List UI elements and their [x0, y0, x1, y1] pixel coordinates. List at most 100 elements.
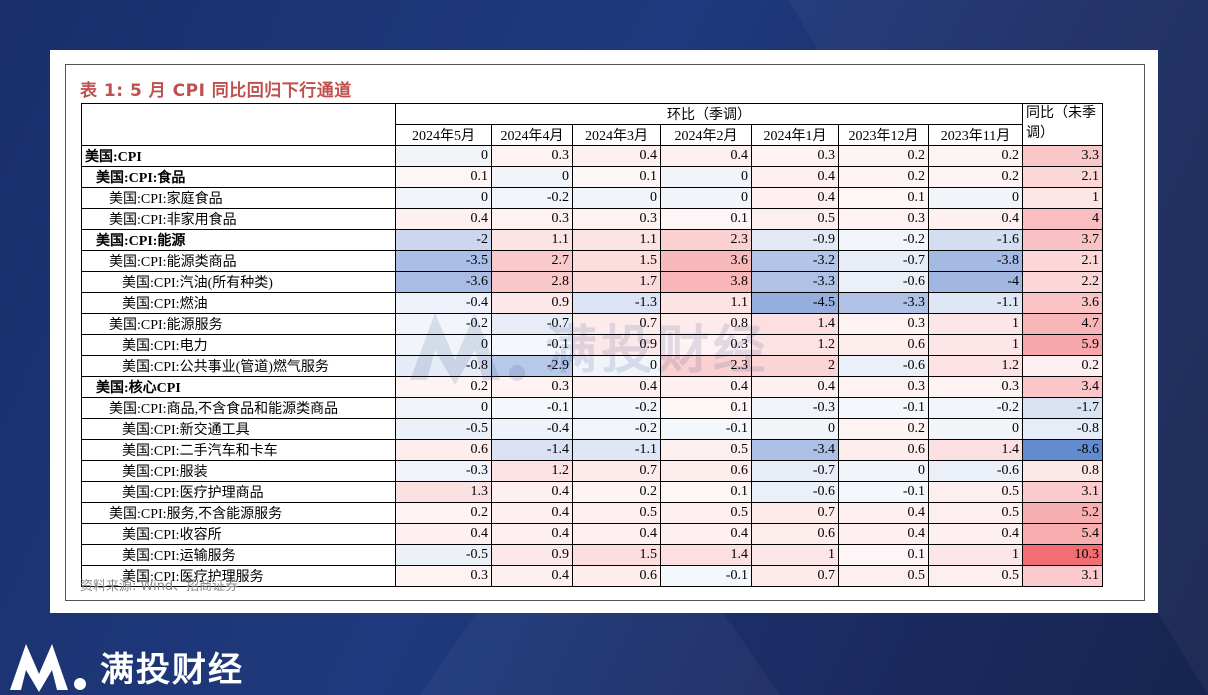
mom-cell: -3.4: [751, 439, 839, 461]
row-label: 美国:CPI:二手汽车和卡车: [81, 439, 396, 461]
mom-cell: 0.9: [491, 544, 573, 566]
mom-cell: 0.4: [838, 523, 929, 545]
mom-cell: -1.1: [928, 292, 1023, 314]
mom-cell: 0.7: [751, 502, 839, 524]
table-row: 美国:CPI 0 0.3 0.4 0.4 0.3 0.2 0.2 3.3: [81, 145, 1103, 167]
row-label: 美国:CPI:燃油: [81, 292, 396, 314]
mom-cell: -3.5: [395, 250, 492, 272]
mom-cell: 0.4: [491, 502, 573, 524]
mom-cell: -0.1: [838, 397, 929, 419]
mom-cell: -0.7: [838, 250, 929, 272]
column-header: 2024年5月: [395, 124, 492, 146]
row-label: 美国:CPI:公共事业(管道)燃气服务: [81, 355, 396, 377]
mom-cell: 3.6: [660, 250, 752, 272]
mom-cell: 0.1: [660, 208, 752, 230]
mom-cell: -0.6: [838, 355, 929, 377]
mom-cell: 0.5: [751, 208, 839, 230]
mom-cell: -3.3: [838, 292, 929, 314]
mom-cell: 0: [395, 334, 492, 356]
yoy-cell: 3.1: [1022, 565, 1103, 587]
mom-cell: -3.8: [928, 250, 1023, 272]
mom-cell: 0.4: [491, 481, 573, 503]
mom-cell: -3.6: [395, 271, 492, 293]
mom-cell: -0.7: [491, 313, 573, 335]
mom-cell: -0.6: [928, 460, 1023, 482]
yoy-cell: 2.1: [1022, 166, 1103, 188]
mom-cell: -0.3: [751, 397, 839, 419]
mom-cell: 0.6: [751, 523, 839, 545]
mom-cell: 1.4: [660, 544, 752, 566]
mom-cell: 0.4: [491, 523, 573, 545]
table-row: 美国:CPI:二手汽车和卡车 0.6 -1.4 -1.1 0.5 -3.4 0.6 1.4 -8…: [81, 439, 1103, 461]
mom-cell: 2.3: [660, 355, 752, 377]
mom-cell: 0.5: [928, 481, 1023, 503]
mom-cell: 1.5: [572, 250, 661, 272]
mom-cell: 0.1: [660, 397, 752, 419]
corner-cell: [81, 103, 396, 146]
mom-cell: -0.1: [491, 334, 573, 356]
row-label: 美国:CPI:能源服务: [81, 313, 396, 335]
row-label: 美国:CPI:服装: [81, 460, 396, 482]
brand-name: 满投财经: [100, 649, 244, 690]
mom-cell: 0.3: [838, 313, 929, 335]
yoy-cell: -8.6: [1022, 439, 1103, 461]
mom-cell: 1.4: [928, 439, 1023, 461]
mom-cell: -2: [395, 229, 492, 251]
yoy-cell: 2.2: [1022, 271, 1103, 293]
row-label: 美国:CPI:电力: [81, 334, 396, 356]
mom-cell: 1: [751, 544, 839, 566]
mom-cell: 0.2: [838, 418, 929, 440]
row-label: 美国:CPI:商品,不含食品和能源类商品: [81, 397, 396, 419]
mom-cell: -4: [928, 271, 1023, 293]
mom-cell: -0.4: [491, 418, 573, 440]
row-label: 美国:CPI:食品: [81, 166, 396, 188]
mom-cell: 0.6: [395, 439, 492, 461]
mom-cell: 0.6: [572, 565, 661, 587]
mom-cell: 0.4: [395, 523, 492, 545]
header-row: 2024年5月 2024年4月 2024年3月 2024年2月 2024年1月 2023年…: [82, 124, 1103, 146]
mom-cell: 0: [660, 166, 752, 188]
mom-cell: 2: [751, 355, 839, 377]
column-header: 2024年4月: [491, 124, 573, 146]
mom-cell: 1.3: [395, 481, 492, 503]
column-header: 2024年3月: [572, 124, 661, 146]
mom-cell: 0.1: [838, 187, 929, 209]
mom-cell: 1.1: [572, 229, 661, 251]
watermark-text: 满投财经: [545, 320, 770, 381]
yoy-cell: 3.1: [1022, 481, 1103, 503]
mom-cell: 0.5: [572, 502, 661, 524]
row-label: 美国:CPI:非家用食品: [81, 208, 396, 230]
table-row: 美国:CPI:医疗护理服务 0.3 0.4 0.6 -0.1 0.7 0.5 0.5 3.1: [81, 565, 1103, 587]
table-row: 美国:CPI:能源服务-0.2-0.70.70.81.40.314.7: [81, 313, 1103, 335]
row-label: 美国:CPI:汽油(所有种类): [81, 271, 396, 293]
yoy-cell: 3.3: [1022, 145, 1103, 167]
row-label: 美国:CPI:医疗护理商品: [81, 481, 396, 503]
row-label: 美国:CPI:能源类商品: [81, 250, 396, 272]
mom-cell: 0.1: [395, 166, 492, 188]
yoy-cell: 10.3: [1022, 544, 1103, 566]
mom-cell: 2.3: [660, 229, 752, 251]
table-row: 美国:CPI:食品 0.1 0 0.1 0 0.4 0.2 0.2 2.1: [81, 166, 1103, 188]
mom-cell: 0.5: [838, 565, 929, 587]
yoy-cell: 3.6: [1022, 292, 1103, 314]
mom-cell: 0.4: [928, 523, 1023, 545]
mom-cell: -0.6: [751, 481, 839, 503]
yoy-cell: 5.2: [1022, 502, 1103, 524]
mom-cell: 0.4: [751, 166, 839, 188]
mom-cell: 0.2: [928, 166, 1023, 188]
mom-cell: 0.9: [572, 334, 661, 356]
mom-cell: 1.2: [491, 460, 573, 482]
mom-cell: 0.2: [928, 145, 1023, 167]
column-header: 2024年1月: [751, 124, 839, 146]
mom-cell: 0.3: [572, 208, 661, 230]
header-row: 环比（季调） 同比（未季调）: [81, 103, 1103, 146]
mom-cell: 1.2: [751, 334, 839, 356]
mom-cell: 0.4: [660, 145, 752, 167]
row-label: 美国:CPI: [81, 145, 396, 167]
table-row: 美国:CPI:燃油 -0.4 0.9 -1.3 1.1 -4.5 -3.3 -1.1 3.6: [81, 292, 1103, 314]
table-title: 表 1: 5 月 CPI 同比回归下行通道: [80, 81, 352, 101]
watermark: 满投财经: [405, 305, 769, 385]
mom-cell: 0.5: [660, 439, 752, 461]
mom-cell: 0.7: [572, 313, 661, 335]
mom-cell: 0: [928, 187, 1023, 209]
